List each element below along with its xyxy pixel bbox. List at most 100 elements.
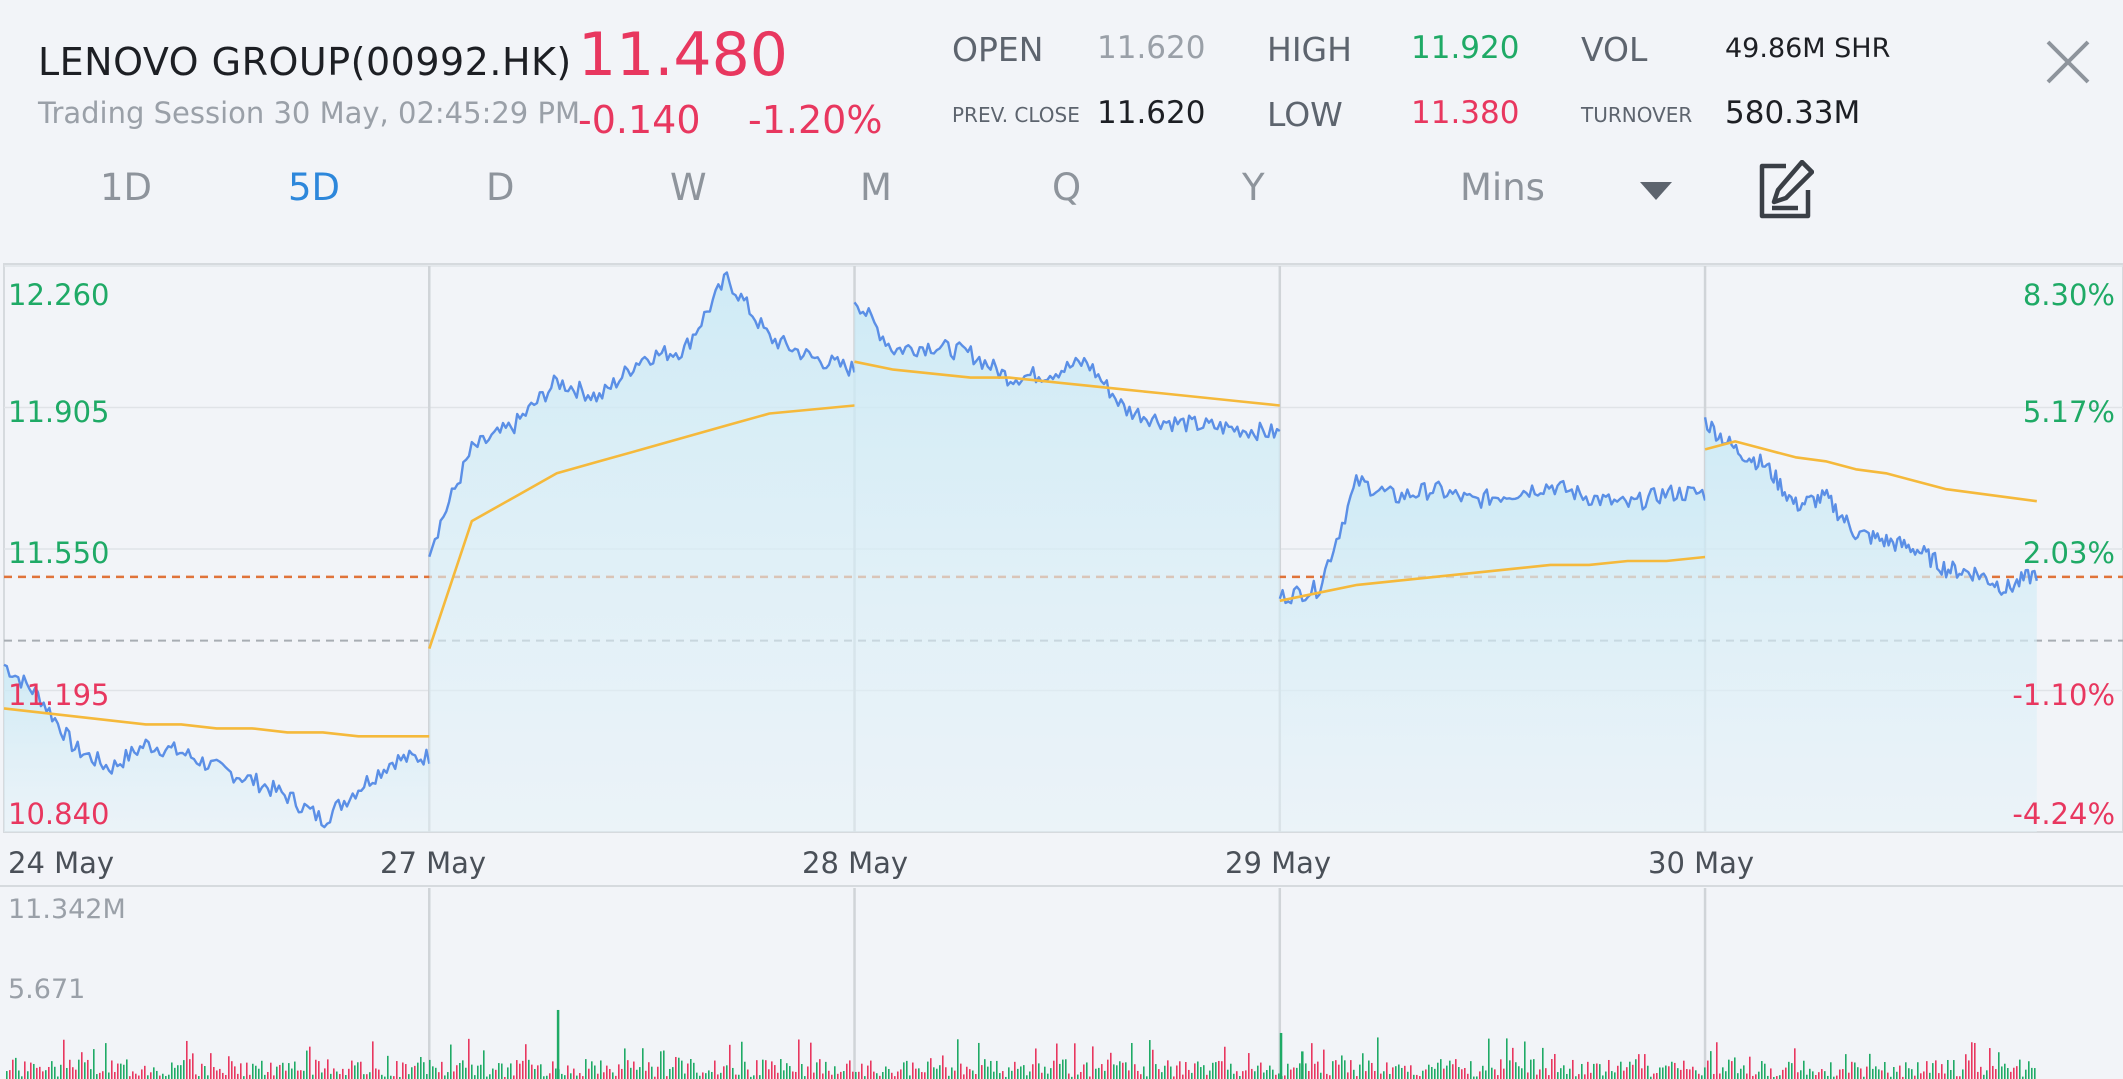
- volume-bar: [201, 1063, 203, 1079]
- volume-bar: [957, 1039, 959, 1079]
- volume-bar: [1647, 1065, 1649, 1079]
- volume-bar: [15, 1057, 17, 1079]
- volume-bar: [1359, 1064, 1361, 1079]
- volume-bar: [1674, 1062, 1676, 1079]
- volume-bar: [1191, 1072, 1193, 1079]
- volume-bar: [1746, 1073, 1748, 1079]
- volume-bar: [1467, 1073, 1469, 1079]
- volume-bar: [1932, 1063, 1934, 1079]
- volume-bar: [1242, 1071, 1244, 1079]
- volume-bar: [1143, 1066, 1145, 1079]
- volume-bar: [588, 1068, 590, 1079]
- volume-bar: [315, 1059, 317, 1079]
- volume-bar: [2034, 1068, 2036, 1079]
- volume-bar: [111, 1060, 113, 1079]
- volume-bar: [1236, 1071, 1238, 1079]
- volume-bar: [618, 1064, 620, 1079]
- volume-bar: [1260, 1062, 1262, 1079]
- volume-bar: [1548, 1075, 1550, 1079]
- volume-bar: [1506, 1038, 1508, 1079]
- tab-w[interactable]: W: [670, 166, 707, 209]
- volume-bar: [1293, 1067, 1295, 1079]
- volume-bar: [450, 1044, 452, 1079]
- edit-button[interactable]: [1756, 159, 1815, 222]
- volume-bar: [117, 1063, 119, 1079]
- volume-bar: [615, 1075, 617, 1079]
- volume-bar: [1185, 1062, 1187, 1079]
- volume-bar: [1878, 1069, 1880, 1079]
- volume-bar: [135, 1073, 137, 1079]
- tab-q[interactable]: Q: [1052, 166, 1082, 209]
- volume-bar: [1056, 1043, 1058, 1079]
- volume-bar: [753, 1075, 755, 1079]
- volume-bar: [1275, 1074, 1277, 1079]
- volume-bar: [423, 1062, 425, 1079]
- tab-1d[interactable]: 1D: [100, 166, 153, 209]
- volume-bar: [1053, 1060, 1055, 1079]
- volume-bar: [1728, 1059, 1730, 1079]
- volume-bar: [1062, 1059, 1064, 1079]
- volume-bar: [390, 1075, 392, 1079]
- volume-bar: [1650, 1076, 1652, 1079]
- volume-bar: [564, 1075, 566, 1079]
- tab-5d[interactable]: 5D: [288, 166, 341, 209]
- volume-bar: [1038, 1063, 1040, 1079]
- tab-d[interactable]: D: [486, 166, 515, 209]
- volume-bar: [1494, 1069, 1496, 1079]
- volume-bar: [453, 1071, 455, 1079]
- volume-bar: [1836, 1075, 1838, 1079]
- volume-bar: [1653, 1073, 1655, 1079]
- volume-bar: [2025, 1069, 2027, 1079]
- average-line-day-4: [1704, 440, 2037, 503]
- volume-bar: [495, 1069, 497, 1079]
- tab-mins[interactable]: Mins: [1460, 166, 1545, 209]
- volume-bar: [1557, 1072, 1559, 1079]
- volume-bar: [42, 1071, 44, 1079]
- volume-bar: [1065, 1059, 1067, 1079]
- y-left-tick-1: 11.905: [8, 395, 110, 429]
- volume-bar: [1071, 1076, 1073, 1079]
- volume-bar: [1659, 1067, 1661, 1079]
- volume-bar: [198, 1076, 200, 1079]
- volume-bar: [1791, 1063, 1793, 1079]
- y-left-tick-3: 11.195: [8, 678, 110, 712]
- volume-bar: [1779, 1075, 1781, 1079]
- volume-bar: [810, 1042, 812, 1079]
- volume-bar: [1470, 1061, 1472, 1079]
- volume-bar: [2022, 1076, 2024, 1079]
- volume-bar: [1449, 1060, 1451, 1079]
- volume-bar: [1818, 1072, 1820, 1079]
- volume-bar: [285, 1070, 287, 1079]
- close-button[interactable]: [2042, 36, 2094, 88]
- volume-bar: [1842, 1069, 1844, 1079]
- volume-bar: [867, 1065, 869, 1079]
- volume-bar: [258, 1068, 260, 1079]
- volume-bar: [672, 1067, 674, 1079]
- volume-bar: [282, 1062, 284, 1079]
- x-tick-1: 27 May: [380, 846, 487, 880]
- tab-m[interactable]: M: [860, 166, 892, 209]
- volume-bar: [840, 1071, 842, 1079]
- volume-bar: [1971, 1042, 1973, 1079]
- volume-bar: [1230, 1063, 1232, 1079]
- volume-bar: [1575, 1076, 1577, 1079]
- open-label: OPEN: [952, 30, 1044, 69]
- volume-bar: [1668, 1066, 1670, 1079]
- volume-bar: [912, 1062, 914, 1079]
- volume-bar: [1206, 1074, 1208, 1079]
- chevron-down-icon[interactable]: [1640, 182, 1672, 200]
- volume-bar: [504, 1076, 506, 1079]
- open-value: 11.620: [1097, 30, 1206, 66]
- volume-bar: [1893, 1067, 1895, 1079]
- volume-bar: [1656, 1073, 1658, 1079]
- volume-bar: [132, 1071, 134, 1079]
- volume-bar: [828, 1070, 830, 1079]
- volume-bar: [777, 1072, 779, 1079]
- volume-bar: [1800, 1070, 1802, 1079]
- volume-bar: [1620, 1061, 1622, 1079]
- volume-bar: [351, 1060, 353, 1079]
- tab-y[interactable]: Y: [1242, 166, 1265, 209]
- volume-bar: [168, 1074, 170, 1079]
- price-line-day-2: [853, 301, 1281, 442]
